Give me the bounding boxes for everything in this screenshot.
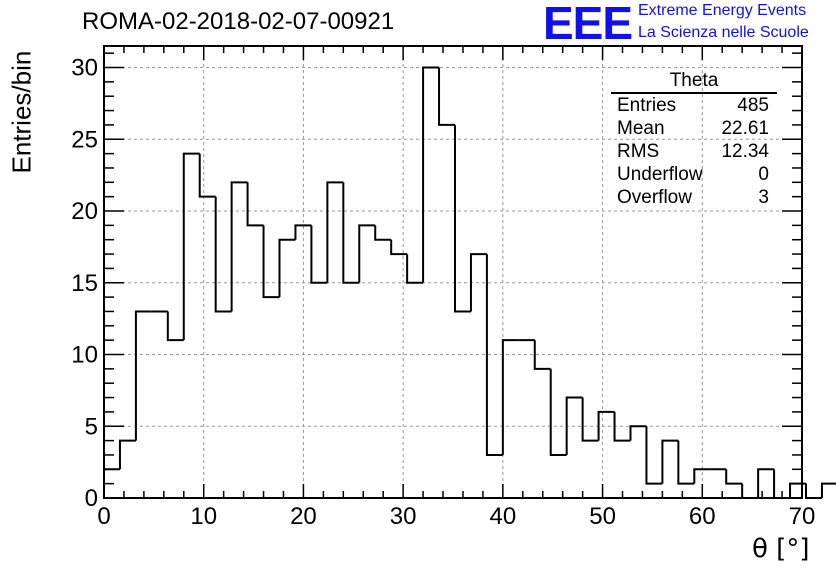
stats-label: Underflow <box>617 164 703 185</box>
x-tick-label: 20 <box>290 503 317 530</box>
histogram-bin <box>661 439 679 484</box>
x-tick-label: 40 <box>490 503 517 530</box>
stats-box: Theta Entries 485 Mean 22.61 RMS 12.34 U… <box>611 70 777 209</box>
y-axis-label: Entries/bin <box>6 50 37 174</box>
x-tick-label: 30 <box>390 503 417 530</box>
histogram-bin <box>629 425 647 441</box>
histogram-bin <box>677 440 695 485</box>
x-tick-label: 60 <box>689 503 716 530</box>
y-tick-label: 0 <box>85 485 98 512</box>
run-title: ROMA-02-2018-02-07-00921 <box>82 8 395 35</box>
stats-value: 0 <box>758 164 769 185</box>
histogram-bin <box>565 396 583 455</box>
stats-row-entries: Entries 485 <box>611 94 777 117</box>
stats-row-mean: Mean 22.61 <box>611 117 777 140</box>
histogram-bin <box>390 239 408 256</box>
stats-title: Theta <box>611 70 777 94</box>
y-tick-label: 30 <box>71 55 98 82</box>
stats-row-rms: RMS 12.34 <box>611 140 777 163</box>
histogram-bin <box>406 254 424 284</box>
y-tick-label: 10 <box>71 342 98 369</box>
histogram-bin <box>453 124 471 313</box>
histogram-bin <box>166 311 184 342</box>
histogram-bin <box>358 224 376 283</box>
histogram-bin <box>342 182 360 284</box>
histogram-bin <box>310 225 328 284</box>
histogram-bin <box>422 66 440 283</box>
stats-label: Entries <box>617 95 677 116</box>
x-axis-label: θ [°] <box>752 534 810 564</box>
histogram-bin <box>134 310 152 441</box>
histogram-bin <box>501 339 519 455</box>
stats-row-underflow: Underflow 0 <box>611 163 777 186</box>
histogram-bin <box>118 439 136 470</box>
histogram-bin <box>246 182 264 227</box>
stats-value: 3 <box>758 187 769 208</box>
y-tick-label: 15 <box>71 270 98 297</box>
histogram-bin <box>757 468 775 498</box>
stats-row-overflow: Overflow 3 <box>611 186 777 209</box>
logo-line-2: La Scienza nelle Scuole <box>638 24 809 41</box>
x-tick-label: 10 <box>190 503 217 530</box>
y-tick-label: 20 <box>71 198 98 225</box>
stats-value: 485 <box>737 95 769 116</box>
histogram-bin <box>789 482 806 498</box>
histogram-bin <box>278 238 296 298</box>
logo-line-1: Extreme Energy Events <box>638 2 807 19</box>
grid <box>104 46 802 498</box>
histogram-bin <box>533 340 551 370</box>
histogram-bin <box>469 253 487 312</box>
x-tick-label: 0 <box>97 503 110 530</box>
eee-logo: EEE <box>543 0 633 49</box>
histogram-bin <box>597 410 615 441</box>
y-tick-label: 25 <box>71 126 98 153</box>
histogram-bin <box>613 411 631 442</box>
x-tick-label: 70 <box>789 503 816 530</box>
histogram-bin <box>214 196 232 313</box>
histogram-bin <box>693 468 711 484</box>
stats-label: RMS <box>617 141 660 162</box>
histogram-bin <box>294 224 312 240</box>
plot-frame <box>103 45 803 499</box>
y-tick-label: 5 <box>85 413 98 440</box>
histogram-bin <box>804 483 822 499</box>
stats-value: 12.34 <box>721 141 769 162</box>
histogram-bin <box>549 368 567 456</box>
histogram-bin <box>182 152 200 341</box>
histogram-bin <box>645 426 663 485</box>
stats-label: Mean <box>617 118 665 139</box>
histogram-bin <box>741 483 759 499</box>
histogram-bin <box>198 153 216 198</box>
histogram-bin <box>438 67 455 126</box>
histogram-bin <box>326 181 344 283</box>
histogram-bin <box>262 225 280 299</box>
histogram-bin <box>230 181 248 312</box>
histogram-bin <box>374 225 392 241</box>
histogram-bin <box>485 254 503 456</box>
stats-label: Overflow <box>617 187 692 208</box>
histogram-bin <box>725 469 743 485</box>
x-tick-label: 50 <box>589 503 616 530</box>
histogram-bin <box>581 397 599 442</box>
histogram-bin <box>820 482 836 498</box>
stats-value: 22.61 <box>721 118 769 139</box>
